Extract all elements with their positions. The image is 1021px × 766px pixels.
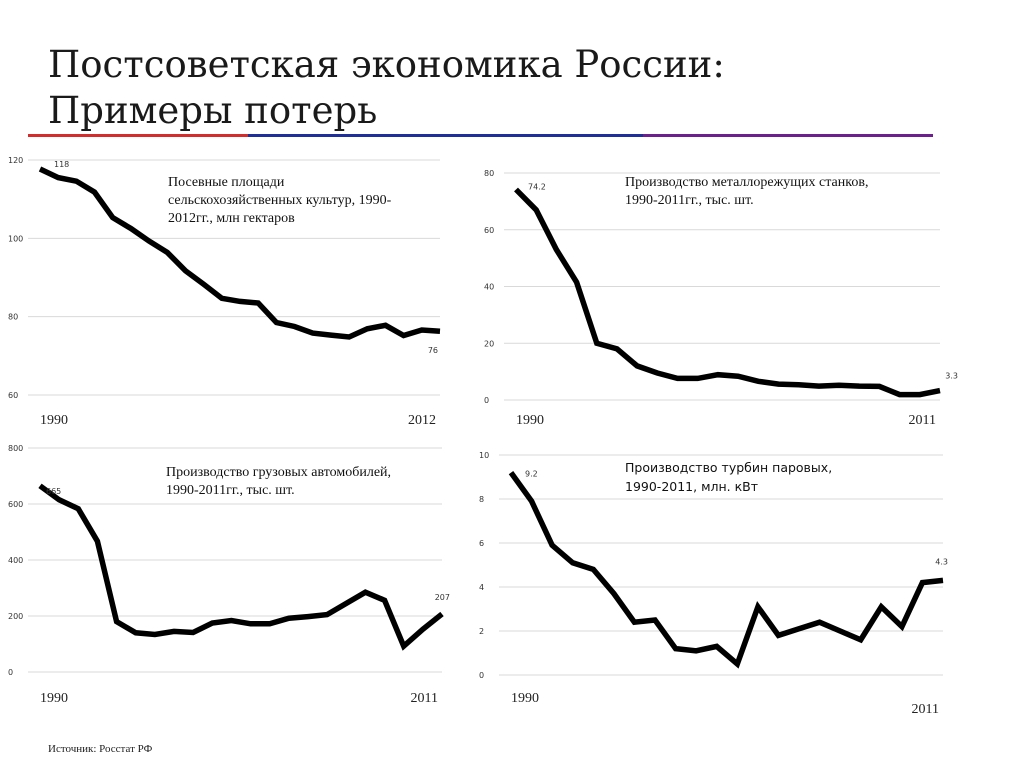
chart-title-line: 2012гг., млн гектаров [168, 211, 295, 226]
y-tick-label: 4 [479, 583, 484, 592]
title-rule-red [28, 134, 248, 137]
slide-title-line-2: Примеры потерь [48, 89, 378, 132]
title-rule-blue [248, 134, 643, 137]
x-end-label: 2012 [408, 413, 436, 428]
y-tick-label: 80 [484, 169, 494, 178]
y-tick-label: 600 [8, 500, 23, 509]
start-value-label: 665 [46, 487, 61, 496]
y-tick-label: 0 [479, 671, 484, 680]
x-start-label: 1990 [516, 413, 544, 428]
chart-title-line: 1990-2011гг., тыс. шт. [166, 483, 295, 498]
x-end-label: 2011 [912, 702, 939, 717]
slide-title-line-1: Постсоветская экономика России: [48, 43, 725, 86]
chart-trucks: 0 200 400 600 800 665 207 1990 2011 Производство … [8, 444, 450, 706]
y-tick-label: 8 [479, 495, 484, 504]
chart-title-line: 1990-2011, млн. кВт [625, 479, 758, 494]
series-line [514, 187, 941, 398]
title-rule-purple [643, 134, 933, 137]
x-start-label: 1990 [511, 691, 539, 706]
y-tick-label: 40 [484, 283, 494, 292]
chart-steam-turbines: 0 2 4 6 8 10 9.2 4.3 1990 2011 Производство турбин… [479, 451, 948, 717]
end-value-label: 207 [435, 593, 450, 602]
chart-sown-area: 60 80 100 120 118 76 1990 2012 Посевные площади с… [8, 156, 441, 428]
chart-title-line: Посевные площади [168, 175, 285, 190]
y-tick-label: 60 [8, 391, 18, 400]
x-end-label: 2011 [411, 691, 438, 706]
y-tick-label: 2 [479, 627, 484, 636]
y-tick-label: 80 [8, 313, 18, 322]
start-value-label: 118 [54, 160, 69, 169]
y-tick-label: 60 [484, 226, 494, 235]
end-value-label: 4.3 [935, 557, 948, 566]
chart-title-line: 1990-2011гг., тыс. шт. [625, 193, 754, 208]
chart-title-line: Производство металлорежущих станков, [625, 175, 868, 190]
y-tick-label: 800 [8, 444, 23, 453]
series-line [38, 166, 441, 340]
series-line [508, 470, 944, 669]
y-tick-label: 20 [484, 339, 494, 348]
chart-title-line: Производство турбин паровых, [625, 460, 832, 475]
y-tick-label: 0 [484, 396, 489, 405]
start-value-label: 9.2 [525, 470, 538, 479]
chart-title-line: сельскохозяйственных культур, 1990- [168, 193, 392, 208]
y-tick-label: 100 [8, 234, 23, 243]
x-start-label: 1990 [40, 691, 68, 706]
source-note: Источник: Росстат РФ [48, 743, 153, 755]
slide-title: Постсоветская экономика России: Примеры … [48, 42, 725, 134]
end-value-label: 76 [428, 346, 438, 355]
chart-machine-tools: 0 20 40 60 80 74.2 3.3 1990 2011 Производство мет… [484, 169, 958, 428]
y-tick-label: 6 [479, 539, 484, 548]
end-value-label: 3.3 [945, 372, 958, 381]
series-line [38, 483, 444, 651]
y-tick-label: 120 [8, 156, 23, 165]
y-tick-label: 200 [8, 612, 23, 621]
y-tick-label: 400 [8, 556, 23, 565]
start-value-label: 74.2 [528, 182, 546, 191]
y-tick-label: 10 [479, 451, 489, 460]
y-tick-label: 0 [8, 668, 13, 677]
x-start-label: 1990 [40, 413, 68, 428]
x-end-label: 2011 [909, 413, 936, 428]
chart-title-line: Производство грузовых автомобилей, [166, 465, 391, 480]
